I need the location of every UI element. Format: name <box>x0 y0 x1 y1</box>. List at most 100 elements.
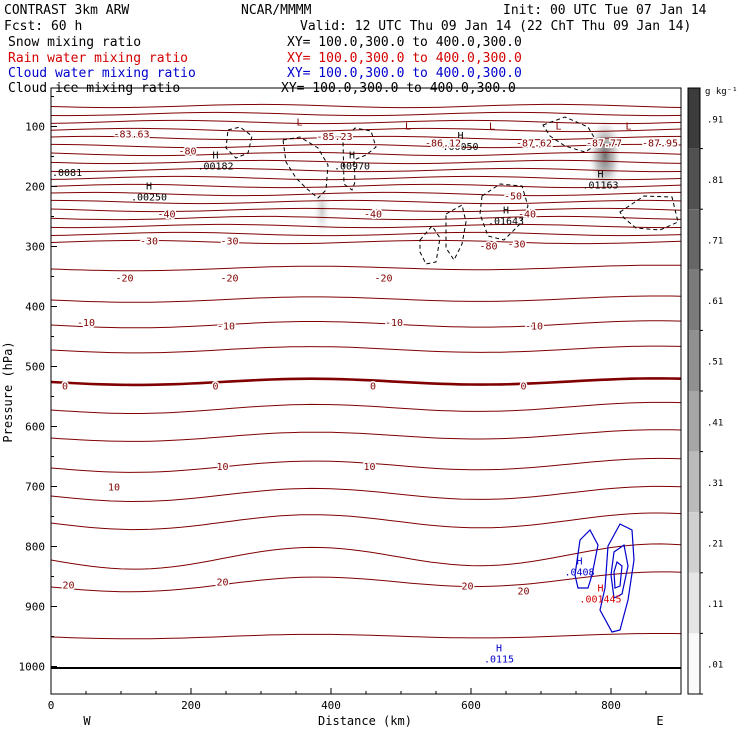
extremum-mark: H <box>146 182 152 193</box>
colorbar-segment <box>688 512 700 573</box>
contour-label: -30 <box>507 240 525 251</box>
contour-label: -40 <box>364 210 382 221</box>
isotherm-line <box>51 215 681 221</box>
extremum-mark: L <box>405 122 411 133</box>
x-tick-label: 800 <box>601 699 621 712</box>
contour-label: -30 <box>220 237 238 248</box>
y-tick-label: 700 <box>25 481 45 494</box>
contour-label: -85.23 <box>316 132 352 143</box>
isotherm-line <box>51 295 681 303</box>
isotherm-line <box>51 207 681 213</box>
model-title: CONTRAST 3km ARW <box>4 3 130 18</box>
isotherm-line <box>51 485 681 503</box>
colorbar-tick-label: .71 <box>707 237 723 247</box>
contour-label: -87.62 <box>516 139 552 150</box>
colorbar-tick-label: .61 <box>707 297 723 307</box>
contour-label: 20 <box>517 586 529 597</box>
contour-label: -30 <box>140 237 158 248</box>
west-label: W <box>83 714 91 728</box>
colorbar-segment <box>688 391 700 452</box>
contour-label: 20 <box>216 577 228 588</box>
isotherm-line <box>51 512 681 531</box>
contour-label: -40 <box>518 210 536 221</box>
extremum-mark: H <box>597 170 603 181</box>
contour-label: 0 <box>62 382 68 393</box>
extremum-value: .001445 <box>579 595 621 606</box>
field-rain-xy: XY= 100.0,300.0 to 400.0,300.0 <box>287 51 522 66</box>
colorbar-segment <box>688 633 700 694</box>
isotherm-line <box>51 231 681 237</box>
contour-label: -10 <box>385 318 403 329</box>
field-cloudwater-xy: XY= 100.0,300.0 to 400.0,300.0 <box>287 66 522 81</box>
temperature-contours <box>51 103 681 669</box>
extremum-mark: H <box>349 150 355 161</box>
extremum-mark: H <box>503 206 509 217</box>
contour-label: -20 <box>220 274 238 285</box>
x-axis: 0 200 400 600 800 <box>48 688 647 712</box>
extremum-value: .00970 <box>334 161 370 172</box>
contour-label: -20 <box>374 274 392 285</box>
cloud-ice-contour <box>542 116 599 153</box>
isotherm-line <box>51 135 681 141</box>
contour-label: 10 <box>216 462 228 473</box>
isotherm-line <box>51 111 681 117</box>
isotherm-line <box>51 429 681 442</box>
isotherm-line <box>51 143 681 149</box>
contour-label: -87.95 <box>642 139 678 150</box>
colorbar-segment <box>688 269 700 331</box>
colorbar-tick-label: .51 <box>707 358 723 368</box>
field-rain-name: Rain water mixing ratio <box>8 51 189 66</box>
colorbar-tick-label: .41 <box>707 418 723 428</box>
isotherm-line <box>51 320 681 329</box>
contour-label: -10 <box>77 318 95 329</box>
colorbar-tick-label: .91 <box>707 115 723 125</box>
isotherm-line <box>51 191 681 197</box>
valid-time: Valid: 12 UTC Thu 09 Jan 14 (22 ChT Thu … <box>300 19 692 34</box>
extremum-mark: L <box>555 122 561 133</box>
cloud-ice-contour <box>619 195 679 231</box>
extremum-value: .0408 <box>564 568 594 579</box>
colorbar-unit: g kg⁻¹ <box>705 87 738 97</box>
isotherm-line <box>51 223 681 229</box>
y-tick-label: 400 <box>25 301 45 314</box>
field-snow-xy: XY= 100.0,300.0 to 400.0,300.0 <box>287 35 522 50</box>
contour-label: 0 <box>520 382 526 393</box>
extremum-mark: H <box>576 557 582 568</box>
contour-label: -80 <box>479 241 497 252</box>
colorbar-tick-label: .11 <box>707 600 723 610</box>
extremum-mark: H <box>496 644 502 655</box>
contour-label: -40 <box>157 210 175 221</box>
contour-label: 10 <box>108 483 120 494</box>
cloud-water-contours <box>574 523 635 633</box>
colorbar-segment <box>688 572 700 634</box>
extremum-value: .01643 <box>488 217 524 228</box>
x-tick-label: 0 <box>48 699 55 712</box>
contour-labels: -83.63 -80 -85.23 -86.12 -87.62 -87.77 -87.95 -… <box>52 128 680 599</box>
isotherm-line <box>51 175 681 181</box>
extremum-value: .0115 <box>484 655 514 666</box>
isotherm-line <box>51 151 681 157</box>
y-tick-label: 100 <box>25 121 45 134</box>
extremum-value: .01163 <box>582 181 618 192</box>
y-tick-label: 200 <box>25 181 45 194</box>
extremum-mark: L <box>296 117 302 128</box>
colorbar-segment <box>688 451 700 513</box>
snow-maximum-west <box>313 182 331 238</box>
contour-label: 20 <box>461 582 473 593</box>
contour-label: -50 <box>504 192 522 203</box>
contour-label: 0 <box>370 382 376 393</box>
isotherm-line <box>51 159 681 165</box>
colorbar-segment <box>688 88 700 149</box>
extremum-value: .00250 <box>131 193 167 204</box>
x-tick-label: 200 <box>181 699 201 712</box>
center-name: NCAR/MMMM <box>241 3 312 18</box>
extrema-labels: L L L L LH.00182H.00970H.00050H.01163H.00250… <box>131 117 632 665</box>
extremum-value: .00182 <box>197 161 233 172</box>
y-axis-label: Pressure (hPa) <box>1 341 15 442</box>
contour-label: 10 <box>363 462 375 473</box>
cloud-water-contour <box>610 543 629 599</box>
edge-value-label: .0081 <box>52 168 82 179</box>
contour-label: -80 <box>178 147 196 158</box>
cloud-ice-contour <box>419 225 441 265</box>
